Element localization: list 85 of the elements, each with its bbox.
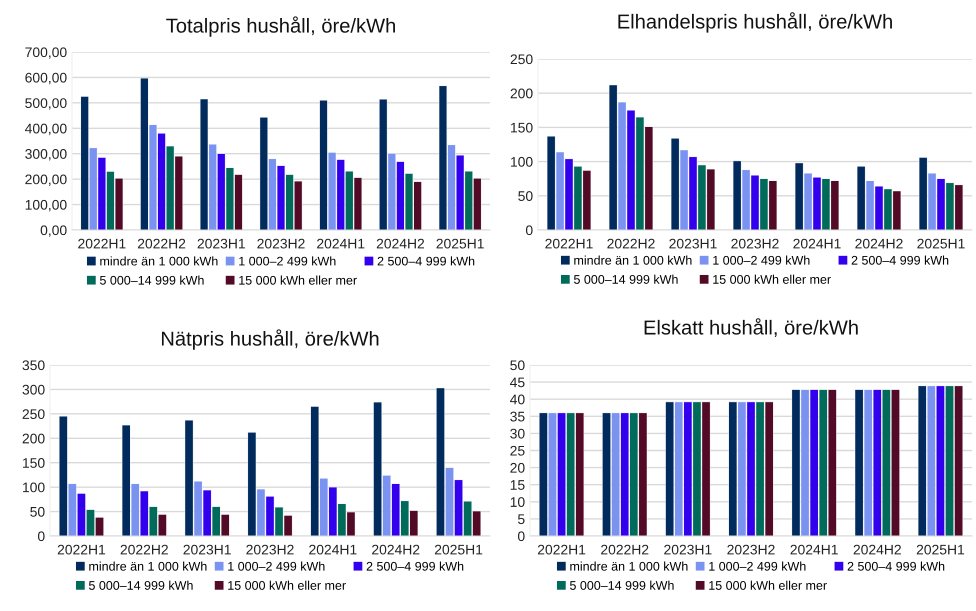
y-tick-label: 5 [518, 514, 525, 524]
legend-label: 15 000 kWh eller mer [239, 276, 357, 285]
y-tick-label: 100,00 [26, 200, 67, 212]
y-tick-label: 200,00 [25, 174, 67, 186]
chart-title: Nätpris hushåll, öre/kWh [162, 329, 378, 350]
legend-label: 5 000–14 999 kWh [88, 580, 193, 590]
x-tick-label: 2025H1 [434, 544, 482, 555]
y-tick-label: 500,00 [25, 98, 67, 110]
chart-title: Elhandelspris hushåll, öre/kWh [618, 12, 892, 33]
x-tick-label: 2022H2 [601, 544, 648, 555]
y-tick-label: 50 [30, 506, 45, 517]
x-tick-label: 2024H1 [793, 238, 841, 249]
y-tick-label: 100 [511, 156, 533, 167]
x-tick-label: 2023H1 [184, 544, 231, 555]
y-tick-label: 40 [510, 394, 525, 404]
y-tick-label: 0 [526, 225, 533, 236]
x-tick-label: 2025H1 [916, 544, 964, 555]
y-tick-label: 350 [22, 360, 45, 370]
y-tick-label: 0 [518, 531, 525, 542]
y-tick-label: 50 [518, 191, 533, 201]
x-tick-label: 2024H1 [317, 238, 364, 249]
x-tick-label: 2024H2 [376, 238, 424, 249]
chart-title: Totalpris hushåll, öre/kWh [166, 16, 395, 37]
x-tick-label: 2024H1 [309, 544, 357, 555]
x-tick-label: 2024H2 [855, 238, 903, 249]
x-tick-label: 2022H1 [545, 238, 593, 249]
x-tick-label: 2024H1 [790, 544, 838, 555]
x-tick-label: 2023H2 [731, 238, 779, 249]
x-tick-label: 2025H1 [436, 238, 484, 249]
y-tick-label: 400,00 [24, 124, 67, 136]
legend-label: 1 000–2 499 kWh [713, 256, 810, 265]
x-tick-label: 2023H2 [246, 544, 294, 555]
legend-label: mindre än 1 000 kWh [574, 256, 692, 265]
x-tick-label: 2022H2 [607, 238, 655, 249]
y-tick-label: 25 [510, 446, 525, 456]
y-tick-label: 200 [22, 434, 45, 444]
y-tick-label: 300,00 [25, 149, 67, 161]
legend-label: 2 500–4 999 kWh [366, 562, 464, 571]
x-tick-label: 2024H2 [372, 544, 420, 555]
y-tick-label: 0,00 [40, 225, 67, 237]
y-tick-label: 30 [510, 428, 525, 439]
legend-label: 1 000–2 499 kWh [228, 562, 324, 571]
x-tick-label: 2022H1 [78, 238, 126, 249]
y-tick-label: 300 [22, 384, 45, 395]
y-tick-label: 20 [510, 462, 525, 473]
x-tick-label: 2023H1 [669, 238, 717, 249]
x-tick-label: 2022H2 [138, 238, 186, 249]
chart-title: Elskatt hushåll, öre/kWh [644, 318, 858, 338]
legend-label: mindre än 1 000 kWh [100, 256, 218, 266]
y-tick-label: 600,00 [25, 72, 67, 84]
y-tick-label: 700,00 [25, 47, 67, 59]
y-tick-label: 250 [510, 54, 533, 64]
x-tick-label: 2023H1 [198, 238, 245, 249]
legend-label: 15 000 kWh eller mer [228, 580, 346, 590]
legend-label: 5 000–14 999 kWh [574, 274, 678, 284]
x-tick-label: 2023H1 [664, 544, 712, 555]
y-tick-label: 15 [510, 480, 525, 490]
y-tick-label: 150 [511, 122, 533, 133]
legend-label: 5 000–14 999 kWh [100, 276, 204, 285]
x-tick-label: 2023H2 [257, 238, 305, 249]
x-tick-label: 2022H1 [538, 544, 586, 555]
legend-label: 5 000–14 999 kWh [570, 580, 674, 590]
legend-label: 2 500–4 999 kWh [848, 562, 944, 571]
legend-label: 2 500–4 999 kWh [378, 256, 474, 266]
y-tick-label: 45 [510, 378, 525, 388]
y-tick-label: 150 [23, 458, 45, 468]
y-tick-label: 10 [510, 497, 525, 507]
y-tick-label: 250 [22, 409, 45, 420]
legend-label: 1 000–2 499 kWh [239, 256, 336, 266]
y-tick-label: 100 [23, 482, 45, 492]
legend-label: 15 000 kWh eller mer [713, 274, 831, 284]
legend-label: 15 000 kWh eller mer [709, 580, 827, 590]
legend-label: 1 000–2 499 kWh [709, 562, 806, 571]
x-tick-label: 2024H2 [854, 544, 901, 555]
legend-label: 2 500–4 999 kWh [852, 256, 948, 265]
legend-label: mindre än 1 000 kWh [570, 562, 688, 571]
y-tick-label: 50 [510, 360, 525, 370]
x-tick-label: 2025H1 [917, 238, 965, 249]
y-tick-label: 35 [510, 412, 525, 422]
x-tick-label: 2022H1 [58, 544, 106, 555]
x-tick-label: 2022H2 [120, 544, 168, 555]
legend-label: mindre än 1 000 kWh [89, 562, 206, 571]
x-tick-label: 2023H2 [727, 544, 775, 555]
y-tick-label: 0 [38, 531, 45, 542]
y-tick-label: 200 [510, 88, 533, 98]
